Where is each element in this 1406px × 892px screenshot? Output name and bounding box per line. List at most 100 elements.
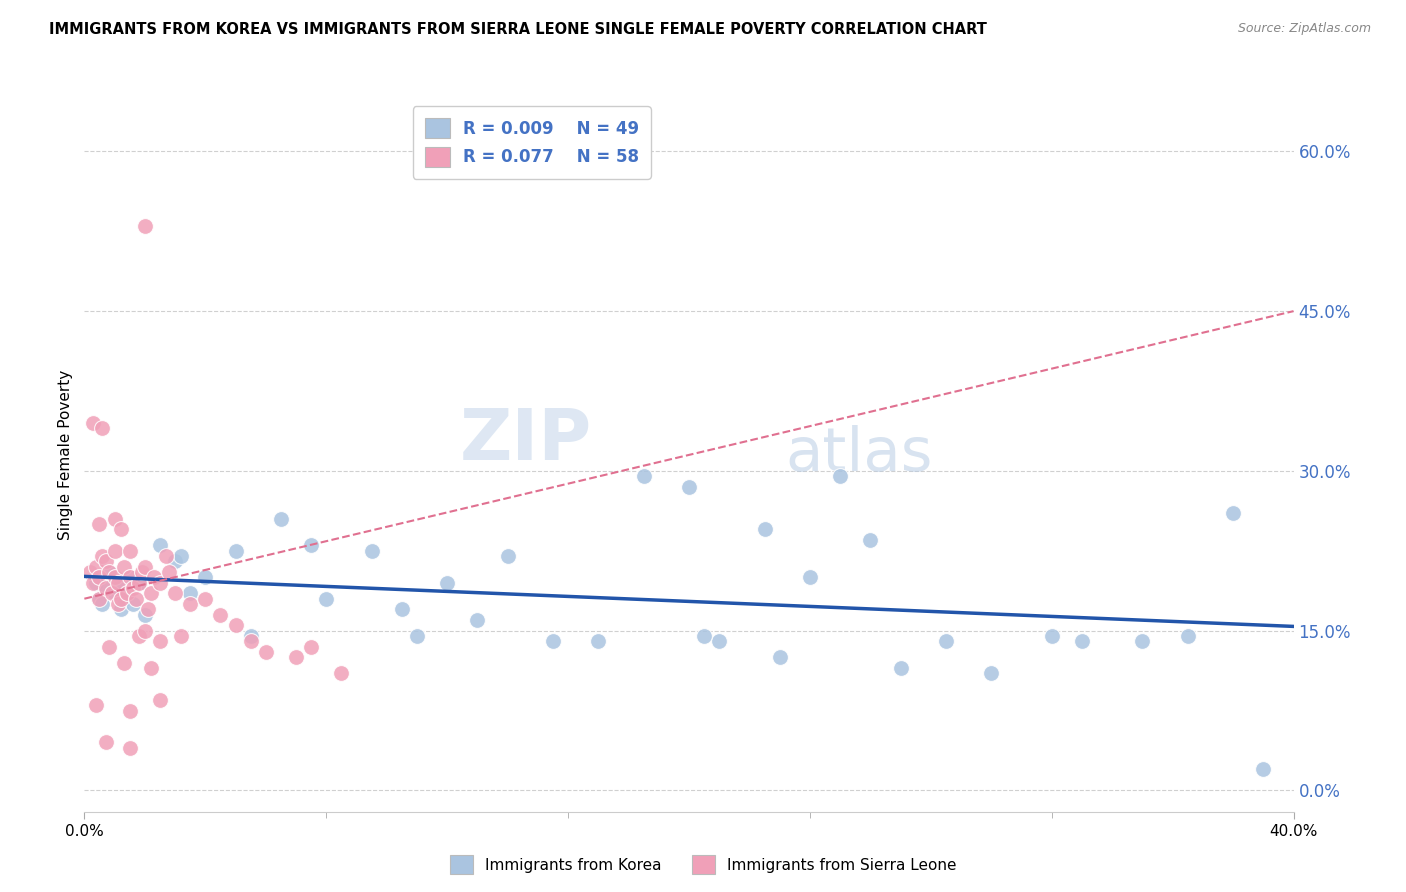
- Point: [107, 581, 129, 595]
- Point: [155, 549, 177, 563]
- Point: [121, 581, 143, 595]
- Point: [82, 575, 104, 590]
- Point: [285, 650, 308, 665]
- Point: [254, 645, 277, 659]
- Point: [86, 559, 108, 574]
- Point: [112, 559, 135, 574]
- Point: [104, 570, 127, 584]
- Point: [436, 575, 458, 590]
- Point: [91, 421, 114, 435]
- Point: [128, 575, 150, 590]
- Point: [139, 661, 162, 675]
- Point: [239, 634, 262, 648]
- Point: [86, 698, 108, 713]
- Point: [118, 704, 141, 718]
- Point: [97, 565, 120, 579]
- Point: [104, 543, 127, 558]
- Point: [299, 538, 322, 552]
- Point: [299, 640, 322, 654]
- Point: [139, 586, 162, 600]
- Text: Source: ZipAtlas.com: Source: ZipAtlas.com: [1237, 22, 1371, 36]
- Point: [89, 591, 111, 606]
- Point: [194, 591, 217, 606]
- Legend: Immigrants from Korea, Immigrants from Sierra Leone: Immigrants from Korea, Immigrants from S…: [443, 849, 963, 880]
- Point: [118, 543, 141, 558]
- Point: [91, 597, 114, 611]
- Point: [134, 219, 156, 233]
- Point: [391, 602, 413, 616]
- Point: [678, 480, 700, 494]
- Point: [94, 581, 117, 595]
- Point: [89, 517, 111, 532]
- Point: [91, 549, 114, 563]
- Point: [693, 629, 716, 643]
- Point: [170, 549, 193, 563]
- Point: [94, 735, 117, 749]
- Point: [110, 591, 132, 606]
- Point: [496, 549, 519, 563]
- Point: [79, 565, 101, 579]
- Point: [89, 570, 111, 584]
- Point: [1177, 629, 1199, 643]
- Point: [118, 570, 141, 584]
- Point: [890, 661, 912, 675]
- Point: [330, 666, 353, 681]
- Point: [859, 533, 882, 548]
- Point: [94, 554, 117, 568]
- Point: [110, 523, 132, 537]
- Point: [128, 575, 150, 590]
- Point: [125, 591, 148, 606]
- Point: [1040, 629, 1063, 643]
- Point: [94, 581, 117, 595]
- Point: [1132, 634, 1154, 648]
- Point: [467, 613, 489, 627]
- Point: [1071, 634, 1094, 648]
- Point: [225, 543, 247, 558]
- Point: [209, 607, 232, 622]
- Point: [104, 586, 127, 600]
- Point: [112, 591, 135, 606]
- Point: [142, 570, 165, 584]
- Point: [935, 634, 957, 648]
- Point: [97, 640, 120, 654]
- Point: [86, 575, 108, 590]
- Text: IMMIGRANTS FROM KOREA VS IMMIGRANTS FROM SIERRA LEONE SINGLE FEMALE POVERTY CORR: IMMIGRANTS FROM KOREA VS IMMIGRANTS FROM…: [49, 22, 987, 37]
- Point: [239, 629, 262, 643]
- Point: [131, 565, 153, 579]
- Point: [107, 575, 129, 590]
- Text: ZIP: ZIP: [460, 406, 592, 475]
- Point: [541, 634, 564, 648]
- Point: [107, 597, 129, 611]
- Point: [100, 586, 122, 600]
- Point: [112, 656, 135, 670]
- Point: [134, 624, 156, 638]
- Point: [149, 575, 172, 590]
- Point: [97, 565, 120, 579]
- Point: [194, 570, 217, 584]
- Point: [179, 597, 201, 611]
- Point: [225, 618, 247, 632]
- Point: [769, 650, 792, 665]
- Point: [118, 570, 141, 584]
- Point: [121, 597, 143, 611]
- Text: atlas: atlas: [786, 425, 934, 484]
- Point: [165, 554, 187, 568]
- Point: [149, 693, 172, 707]
- Point: [134, 559, 156, 574]
- Point: [157, 565, 180, 579]
- Point: [115, 586, 138, 600]
- Point: [315, 591, 337, 606]
- Point: [118, 740, 141, 755]
- Point: [149, 634, 172, 648]
- Point: [633, 469, 655, 483]
- Point: [360, 543, 382, 558]
- Point: [406, 629, 429, 643]
- Point: [588, 634, 610, 648]
- Point: [179, 586, 201, 600]
- Point: [89, 591, 111, 606]
- Point: [128, 629, 150, 643]
- Point: [754, 523, 776, 537]
- Point: [134, 607, 156, 622]
- Point: [1253, 762, 1275, 776]
- Legend: R = 0.009    N = 49, R = 0.077    N = 58: R = 0.009 N = 49, R = 0.077 N = 58: [413, 106, 651, 178]
